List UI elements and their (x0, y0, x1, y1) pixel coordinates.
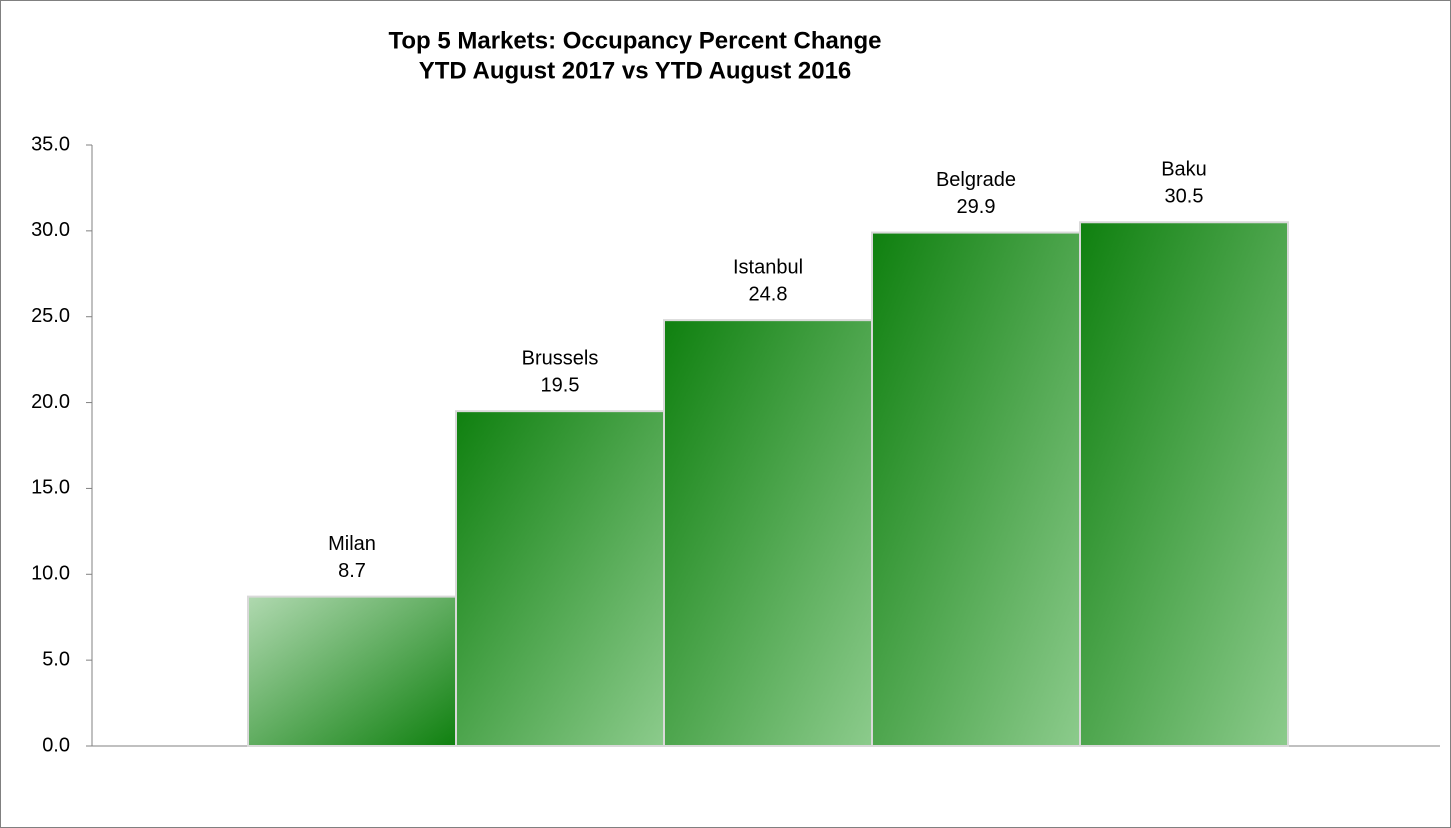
data-label-category: Brussels (522, 347, 599, 369)
data-label-category: Belgrade (936, 169, 1016, 191)
bar (455, 410, 665, 747)
bar (663, 319, 873, 747)
y-tick-label: 5.0 (42, 648, 70, 670)
data-label: 8.7 (338, 560, 366, 582)
data-label: 19.5 (541, 374, 580, 396)
y-tick-label: 35.0 (31, 133, 70, 155)
data-label: 24.8 (749, 283, 788, 305)
data-label: 30.5 (1165, 186, 1204, 208)
y-tick-label: 30.0 (31, 219, 70, 241)
data-label: 29.9 (957, 196, 996, 218)
y-tick-label: 15.0 (31, 477, 70, 499)
y-tick-label: 10.0 (31, 563, 70, 585)
y-tick-label: 0.0 (42, 734, 70, 756)
chart-subtitle: YTD August 2017 vs YTD August 2016 (419, 57, 852, 84)
y-tick-label: 20.0 (31, 391, 70, 413)
chart-title: Top 5 Markets: Occupancy Percent Change (388, 27, 881, 54)
y-tick-label: 25.0 (31, 305, 70, 327)
bar (1079, 221, 1289, 747)
data-label-category: Istanbul (733, 256, 803, 278)
data-label-category: Baku (1161, 159, 1207, 181)
data-label-category: Milan (328, 533, 376, 555)
bar (247, 595, 457, 748)
bar (871, 231, 1081, 747)
